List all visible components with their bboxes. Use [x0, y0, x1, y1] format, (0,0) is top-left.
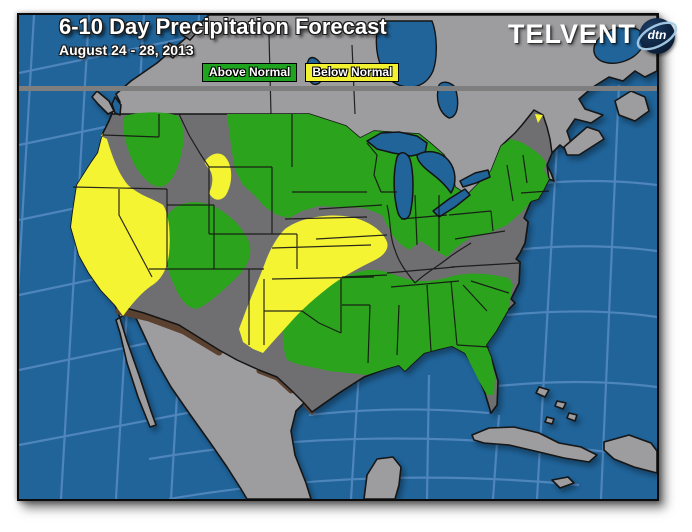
- puget-sound: [111, 96, 122, 116]
- region-above-normal-north-and-east: [227, 114, 549, 257]
- dtn-orbit-icon: [636, 21, 678, 51]
- yucatan-peninsula: [363, 456, 402, 499]
- page-title: 6-10 Day Precipitation Forecast: [59, 14, 387, 39]
- dtn-badge-label: dtn: [647, 28, 667, 42]
- region-below-normal-central-plains: [239, 215, 388, 353]
- below-normal-regions: [71, 114, 543, 353]
- vancouver-island: [91, 90, 115, 115]
- great-lakes: [111, 96, 491, 220]
- james-bay: [436, 81, 459, 119]
- jamaica: [551, 476, 575, 489]
- region-below-normal-california-greatbasin: [71, 133, 170, 316]
- state-boundaries: [72, 34, 550, 364]
- map-frame: 6-10 Day Precipitation Forecast August 2…: [17, 13, 678, 501]
- lake-huron: [416, 150, 456, 194]
- header-separator: [19, 86, 657, 91]
- brand-logo: TELVENT dtn: [508, 17, 678, 54]
- lake-ontario: [459, 169, 491, 188]
- date-range: August 24 - 28, 2013: [59, 42, 194, 58]
- bc-islet: [180, 26, 198, 41]
- legend-below-normal: Below Normal: [305, 63, 400, 82]
- legend: Above Normal Below Normal: [202, 63, 400, 82]
- brand-name: TELVENT: [508, 19, 636, 49]
- nova-scotia: [563, 126, 605, 156]
- bahamas: [535, 386, 578, 425]
- region-above-normal-central-rockies: [162, 202, 251, 309]
- region-below-normal-north-maine: [535, 114, 543, 123]
- lake-michigan: [393, 152, 414, 220]
- region-above-normal-pacific-northwest: [123, 112, 184, 187]
- cuba: [471, 426, 598, 463]
- hispaniola: [603, 434, 657, 474]
- lake-superior: [366, 131, 428, 157]
- region-below-normal-montana-wyoming: [204, 153, 232, 200]
- bc-islet: [162, 42, 182, 59]
- north-america-map: [19, 15, 657, 499]
- dtn-badge-icon: dtn: [636, 18, 678, 54]
- legend-above-normal: Above Normal: [202, 63, 298, 82]
